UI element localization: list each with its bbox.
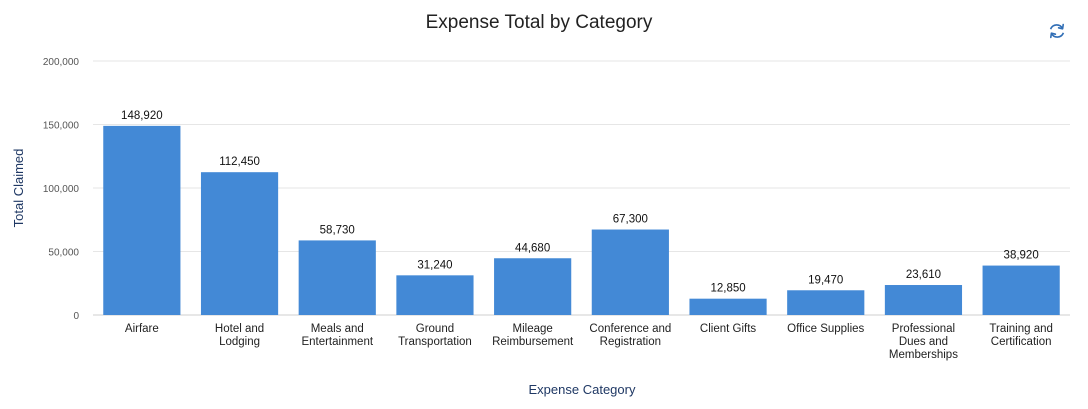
bar[interactable]: [103, 125, 181, 315]
bar[interactable]: [884, 285, 963, 315]
bar[interactable]: [982, 265, 1060, 315]
x-axis-ticks: Airfare Hotel and Lodging Meals and Entertai…: [125, 323, 1053, 361]
bar[interactable]: [787, 290, 865, 315]
data-label: 112,450: [219, 156, 260, 168]
data-labels: 148,920 112,450 58,730 31,240 44,680 67,300 12…: [121, 110, 1039, 295]
y-tick-label: 100,000: [43, 184, 80, 195]
data-label: 148,920: [121, 110, 163, 122]
data-label: 19,470: [808, 274, 843, 286]
data-label: 31,240: [417, 259, 452, 271]
bar[interactable]: [591, 229, 669, 315]
bar[interactable]: [200, 172, 279, 315]
x-tick-label: Airfare: [125, 323, 159, 335]
y-axis-ticks: 0 50,000 100,000 150,000 200,000: [43, 57, 80, 322]
bar[interactable]: [396, 275, 474, 315]
x-tick-label: Professional Dues and Memberships: [889, 323, 958, 361]
x-tick-label: Ground Transportation: [398, 323, 472, 348]
x-tick-label: Hotel and Lodging: [215, 323, 264, 348]
x-axis-title: Expense Category: [529, 382, 636, 397]
y-tick-label: 200,000: [43, 57, 80, 68]
bar[interactable]: [494, 258, 572, 315]
bars: [103, 125, 1060, 315]
y-tick-label: 0: [73, 311, 79, 322]
x-tick-label: Office Supplies: [787, 323, 864, 335]
data-label: 12,850: [710, 283, 745, 295]
data-label: 44,680: [515, 242, 550, 254]
data-label: 67,300: [613, 214, 648, 226]
x-tick-label: Conference and Registration: [589, 323, 671, 348]
x-tick-label: Mileage Reimbursement: [492, 323, 574, 348]
bar[interactable]: [689, 298, 767, 315]
refresh-button[interactable]: [1046, 20, 1068, 42]
x-tick-label: Training and Certification: [989, 323, 1053, 348]
y-axis-title: Total Claimed: [11, 149, 26, 228]
x-tick-label: Client Gifts: [700, 323, 756, 335]
y-tick-label: 50,000: [48, 248, 79, 259]
y-tick-label: 150,000: [43, 121, 80, 132]
data-label: 23,610: [906, 269, 941, 281]
data-label: 38,920: [1004, 250, 1039, 262]
bar[interactable]: [298, 240, 376, 315]
refresh-icon: [1046, 23, 1068, 46]
chart-title: Expense Total by Category: [425, 12, 653, 33]
data-label: 58,730: [320, 224, 355, 236]
x-tick-label: Meals and Entertainment: [301, 323, 373, 348]
